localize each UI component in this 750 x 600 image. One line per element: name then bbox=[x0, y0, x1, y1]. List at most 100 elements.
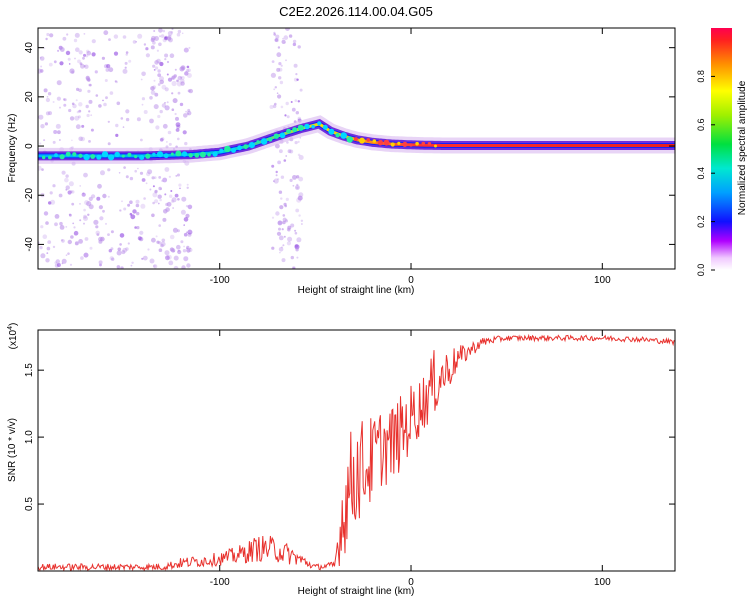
spectral-speckle bbox=[44, 122, 49, 126]
spectral-speckle bbox=[130, 214, 136, 220]
ridge-cell bbox=[427, 142, 432, 146]
spectral-speckle bbox=[24, 74, 27, 77]
spectral-speckle bbox=[45, 97, 51, 103]
spectral-speckle bbox=[299, 137, 302, 139]
spectral-speckle bbox=[70, 235, 74, 239]
spectral-speckle bbox=[274, 102, 277, 106]
colorbar-axes: 0.0 0.2 0.4 0.6 0.8 bbox=[696, 70, 715, 276]
spectral-speckle bbox=[95, 225, 99, 229]
spectral-speckle bbox=[39, 56, 42, 59]
snr-series-line bbox=[38, 333, 675, 571]
spectral-speckle bbox=[169, 247, 174, 252]
spectral-speckle bbox=[102, 99, 104, 102]
spectral-speckle bbox=[269, 105, 274, 109]
spectral-speckle bbox=[69, 263, 73, 266]
spectral-speckle bbox=[26, 161, 28, 163]
spectral-speckle bbox=[65, 226, 68, 228]
spectral-speckle bbox=[154, 92, 159, 97]
spectral-speckle bbox=[54, 214, 60, 219]
spectral-speckle bbox=[149, 96, 153, 100]
spectral-speckle bbox=[72, 222, 75, 225]
spectral-speckle bbox=[142, 255, 148, 261]
spectral-speckle bbox=[284, 203, 287, 205]
spectral-speckle bbox=[122, 35, 127, 39]
spectral-speckle bbox=[86, 113, 90, 118]
spectral-speckle bbox=[91, 52, 96, 57]
spectral-speckle bbox=[68, 181, 74, 187]
spectral-speckle bbox=[73, 38, 78, 43]
spectral-speckle bbox=[98, 239, 103, 244]
ridge-cell bbox=[256, 140, 260, 144]
spectral-speckle bbox=[186, 263, 191, 268]
spectral-speckle bbox=[160, 241, 166, 247]
spectral-speckle bbox=[74, 232, 78, 236]
spectral-speckle bbox=[276, 67, 281, 72]
spectral-speckle bbox=[294, 141, 298, 145]
ridge-cell bbox=[340, 132, 348, 139]
spectral-speckle bbox=[160, 137, 165, 141]
snr-x-tick-label: -100 bbox=[210, 577, 230, 588]
colorbar-tick-label: 0.8 bbox=[696, 70, 706, 83]
ridge-cell bbox=[134, 155, 138, 159]
spectral-speckle bbox=[181, 196, 187, 202]
spectral-speckle bbox=[157, 73, 162, 77]
spectral-speckle bbox=[187, 89, 191, 93]
spectrogram-y-tick-label: 0 bbox=[24, 143, 35, 149]
spectral-speckle bbox=[166, 36, 172, 41]
ridge-cell bbox=[279, 132, 286, 139]
spectral-speckle bbox=[97, 183, 102, 189]
spectral-speckle bbox=[159, 198, 162, 202]
spectral-speckle bbox=[285, 28, 290, 31]
spectral-speckle bbox=[181, 76, 185, 80]
spectral-speckle bbox=[113, 34, 119, 39]
spectral-speckle bbox=[271, 216, 275, 219]
spectral-speckle bbox=[45, 221, 49, 225]
spectral-speckle bbox=[156, 49, 159, 52]
snr-x-tick-label: 0 bbox=[408, 577, 414, 588]
spectral-speckle bbox=[101, 56, 105, 60]
spectral-speckle bbox=[43, 139, 46, 142]
spectral-speckle bbox=[78, 50, 83, 55]
spectral-speckle bbox=[172, 98, 178, 104]
spectral-speckle bbox=[141, 103, 144, 106]
spectral-speckle bbox=[109, 256, 114, 261]
spectral-speckle bbox=[295, 248, 299, 252]
spectral-speckle bbox=[282, 244, 285, 247]
spectral-speckle bbox=[275, 211, 280, 216]
spectral-speckle bbox=[103, 102, 107, 107]
spectral-speckle bbox=[71, 139, 73, 142]
spectral-speckle bbox=[155, 66, 159, 70]
spectral-speckle bbox=[278, 190, 283, 194]
spectral-speckle bbox=[293, 63, 298, 68]
ridge-cell bbox=[421, 141, 426, 146]
spectral-speckle bbox=[125, 247, 129, 251]
spectral-speckle bbox=[297, 195, 303, 201]
spectral-speckle bbox=[119, 209, 122, 212]
spectral-speckle bbox=[85, 54, 89, 58]
spectral-speckle bbox=[153, 79, 156, 82]
spectral-speckle bbox=[158, 61, 162, 65]
spectral-speckle bbox=[146, 171, 151, 177]
spectral-speckle bbox=[296, 237, 302, 243]
spectral-speckle bbox=[122, 247, 128, 253]
spectral-speckle bbox=[69, 190, 73, 194]
spectral-speckle bbox=[141, 178, 146, 182]
spectral-speckle bbox=[276, 92, 279, 94]
colorbar-tick-label: 0.0 bbox=[696, 264, 706, 277]
spectral-speckle bbox=[296, 197, 302, 203]
spectral-speckle bbox=[60, 239, 64, 242]
spectral-speckle bbox=[85, 104, 89, 109]
spectral-speckle bbox=[65, 174, 69, 178]
spectral-speckle bbox=[286, 115, 290, 119]
spectral-speckle bbox=[176, 244, 181, 250]
spectral-speckle bbox=[166, 73, 169, 76]
spectral-speckle bbox=[161, 138, 164, 141]
spectral-speckle bbox=[132, 40, 137, 44]
spectral-speckle bbox=[75, 124, 81, 130]
spectral-speckle bbox=[282, 214, 286, 217]
spectral-speckle bbox=[8, 41, 10, 43]
spectral-speckle bbox=[141, 257, 144, 260]
spectral-speckle bbox=[282, 37, 284, 40]
spectral-speckle bbox=[65, 50, 71, 56]
spectral-speckle bbox=[83, 216, 88, 221]
